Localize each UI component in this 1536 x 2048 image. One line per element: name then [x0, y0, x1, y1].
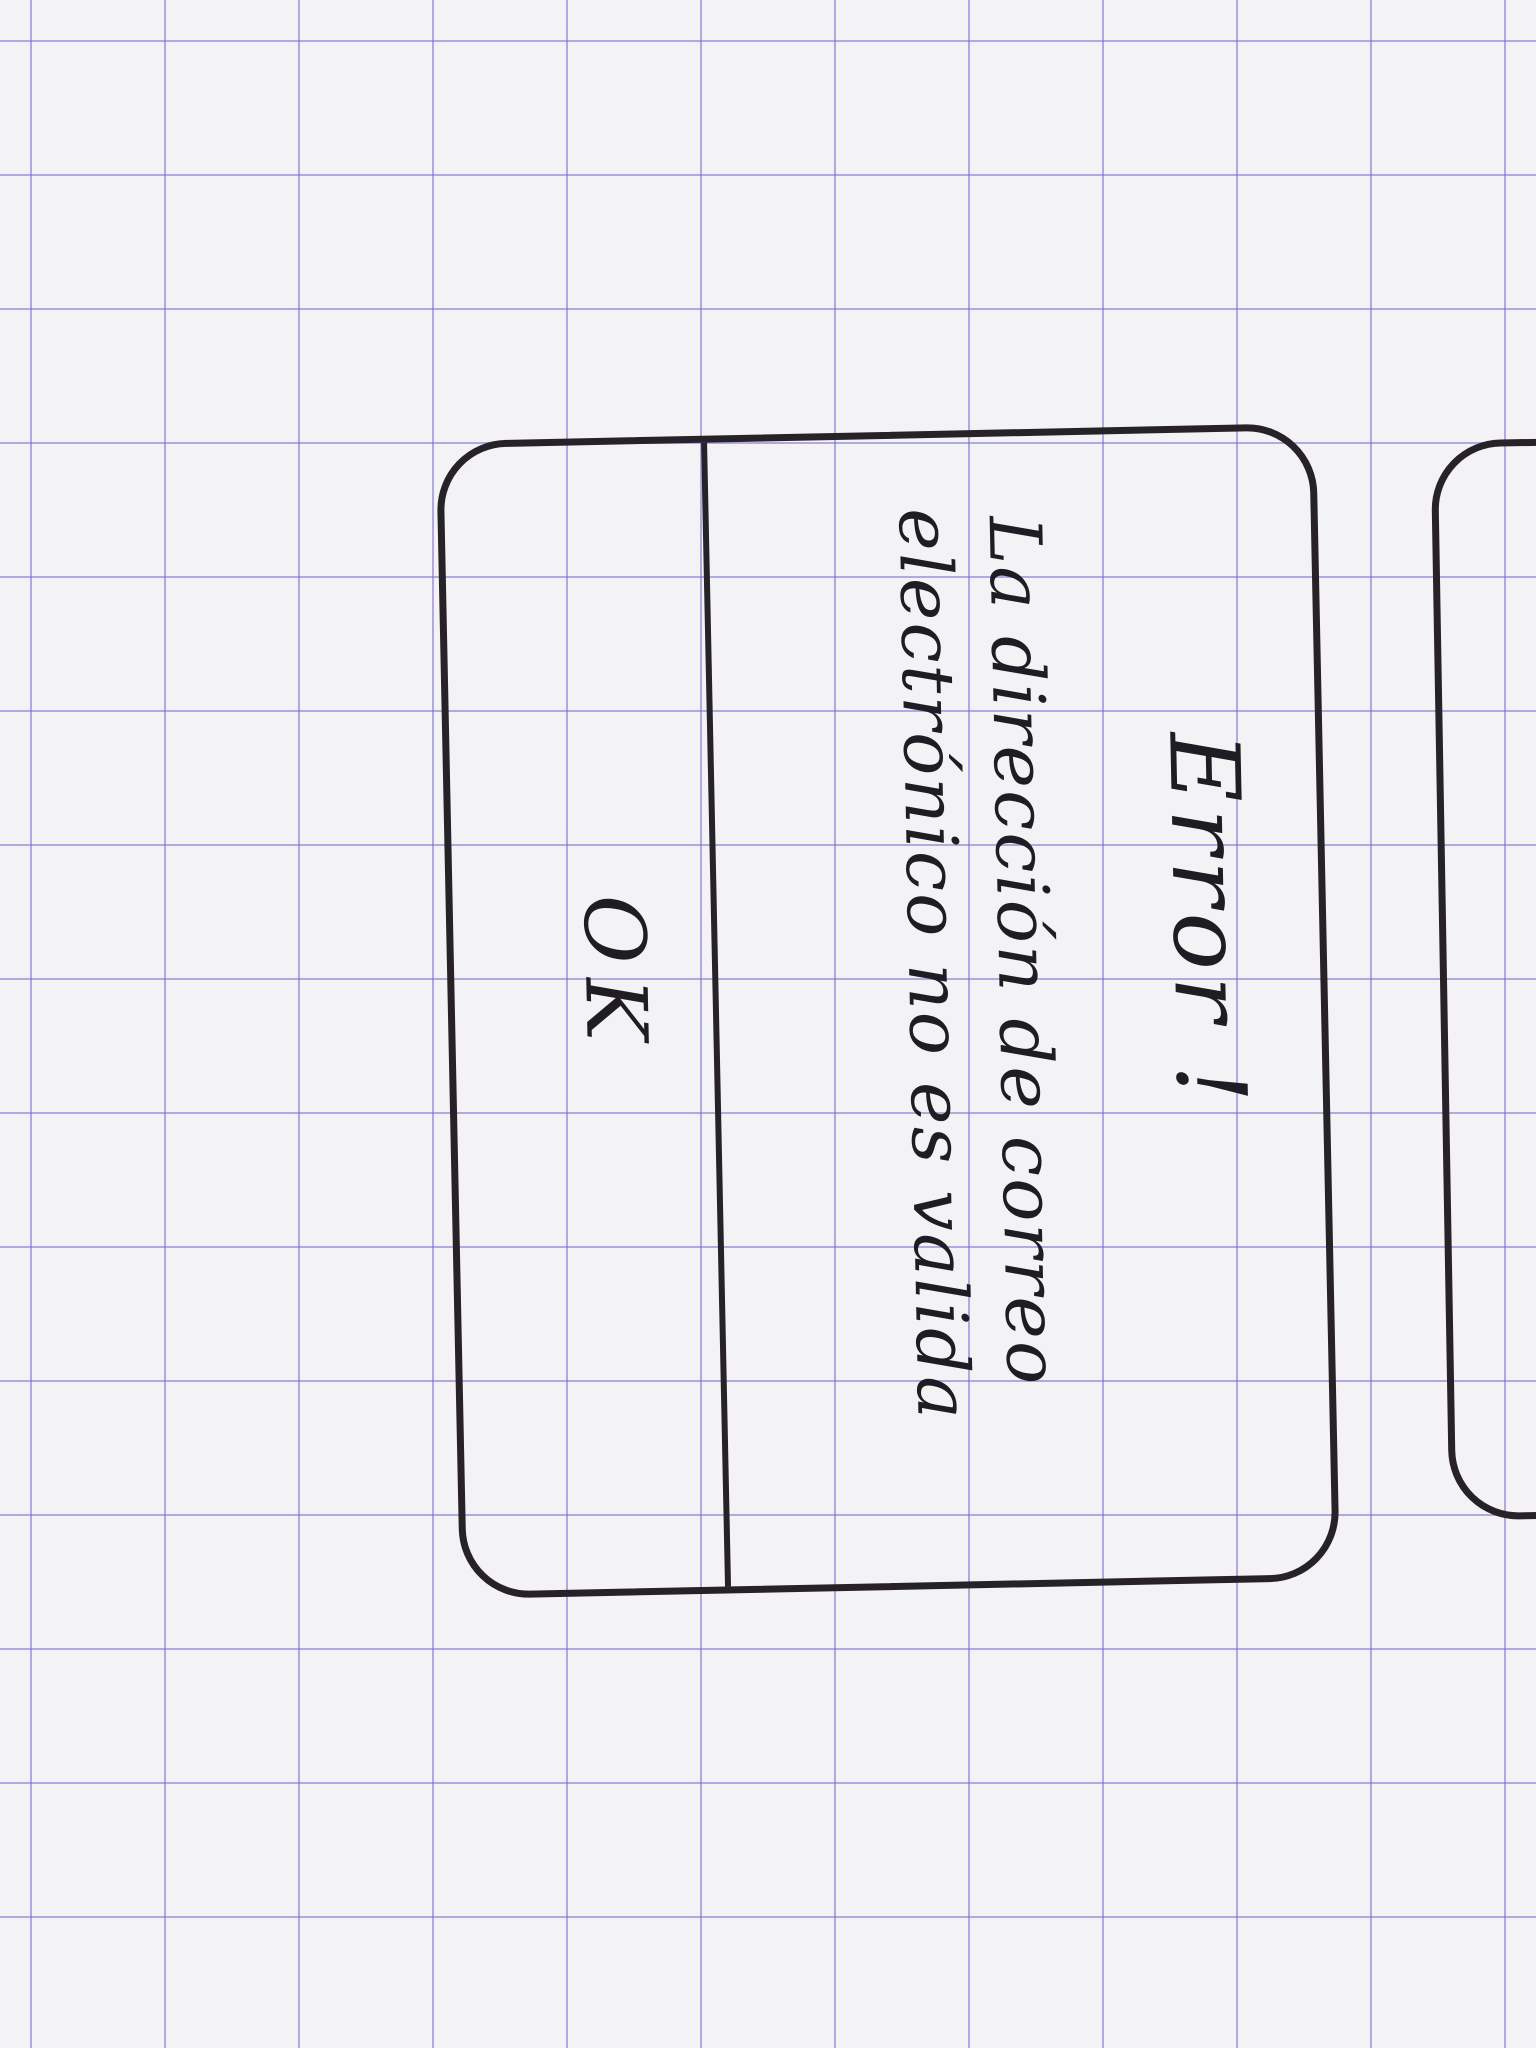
ok-button[interactable]: OK: [564, 893, 666, 1056]
dialog-divider: [701, 442, 732, 1587]
dialog-title: Error !: [1147, 731, 1268, 1111]
next-screen-frame: [1430, 435, 1536, 1521]
error-dialog: Error ! La dirección de correo electróni…: [435, 422, 1341, 1600]
dialog-message-line-2: electrónico no es valida: [882, 507, 986, 1422]
dialog-message-line-1: La dirección de correo: [972, 515, 1075, 1388]
